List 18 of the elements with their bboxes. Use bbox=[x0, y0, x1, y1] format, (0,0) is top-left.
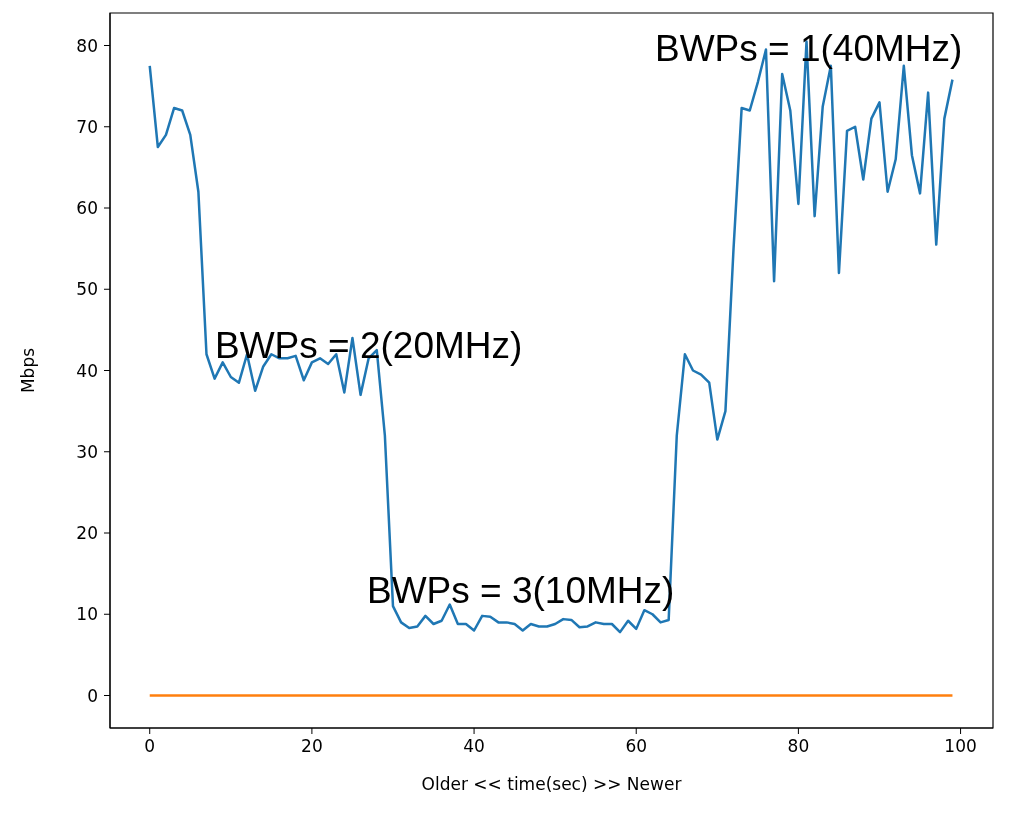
x-tick-label: 100 bbox=[944, 736, 977, 757]
y-tick-label: 50 bbox=[76, 279, 98, 300]
x-tick-label: 40 bbox=[463, 736, 485, 757]
annotation: BWPs = 2(20MHz) bbox=[215, 325, 523, 366]
x-axis-title: Older << time(sec) >> Newer bbox=[421, 774, 682, 794]
x-tick-label: 0 bbox=[144, 736, 156, 757]
y-tick-label: 80 bbox=[76, 35, 98, 56]
y-tick-label: 0 bbox=[87, 685, 98, 706]
x-tick-label: 60 bbox=[625, 736, 648, 757]
y-axis-title: Mbps bbox=[18, 347, 39, 394]
y-tick-label: 40 bbox=[76, 360, 98, 381]
y-tick-label: 20 bbox=[76, 523, 98, 544]
y-tick-label: 30 bbox=[76, 441, 98, 462]
x-tick-label: 20 bbox=[301, 736, 323, 757]
y-tick-label: 70 bbox=[76, 116, 98, 137]
y-tick-label: 60 bbox=[76, 198, 98, 219]
y-tick-label: 10 bbox=[76, 604, 98, 625]
x-tick-label: 80 bbox=[787, 736, 810, 757]
